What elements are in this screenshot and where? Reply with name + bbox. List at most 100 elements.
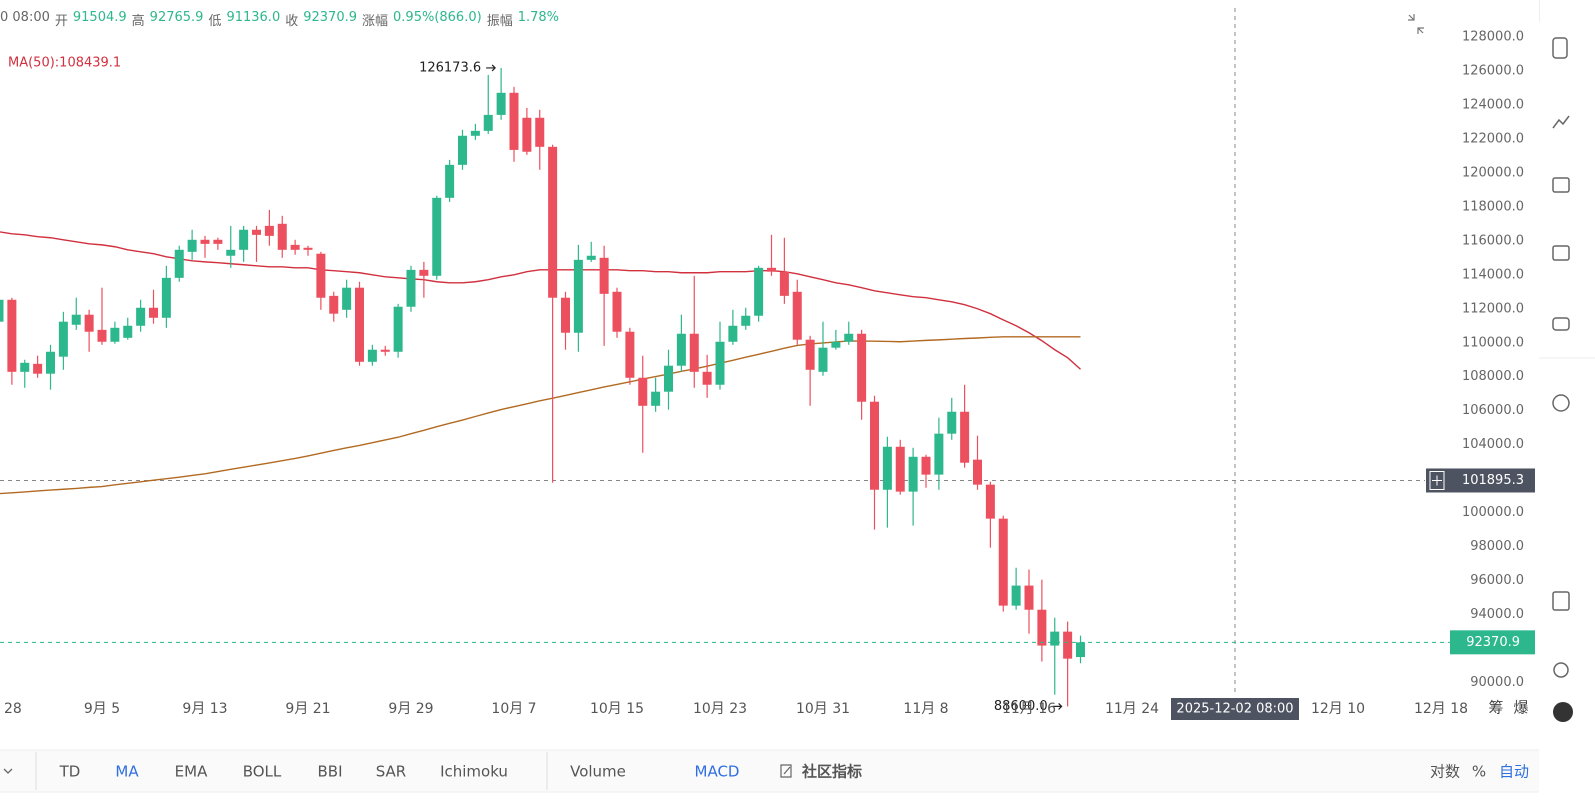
candle-body — [136, 307, 146, 326]
toolbar-item[interactable]: Volume — [570, 763, 626, 781]
ma-line — [0, 336, 1081, 495]
y-tick-label: 124000.0 — [1462, 97, 1524, 112]
sidebar-icon[interactable] — [1552, 394, 1570, 412]
toolbar-item[interactable]: SAR — [376, 763, 406, 781]
header-label: 收 — [285, 14, 299, 29]
toolbar-item[interactable]: 自动 — [1499, 763, 1529, 781]
candle-body — [522, 117, 532, 152]
header-value: 91504.9 — [72, 10, 127, 25]
header-label: 振幅 — [486, 14, 513, 29]
candle-body — [84, 314, 94, 332]
candle-body — [20, 362, 30, 372]
toolbar-item[interactable]: EMA — [175, 763, 208, 781]
header-value: 92765.9 — [149, 10, 204, 25]
candle-body — [870, 401, 879, 490]
candle-body — [857, 333, 867, 402]
candle-body — [419, 269, 429, 276]
candle-body — [638, 377, 648, 406]
y-tick-label: 94000.0 — [1470, 607, 1524, 622]
candle-body — [702, 371, 712, 385]
header-value: 91136.0 — [226, 10, 281, 25]
candle-body — [831, 341, 841, 348]
candle-body — [1011, 585, 1021, 606]
candle-body — [226, 249, 236, 256]
y-tick-label: 98000.0 — [1470, 539, 1524, 554]
candle-body — [882, 446, 892, 490]
side-mark: 爆 — [1513, 699, 1528, 717]
candle-body — [445, 164, 455, 198]
sidebar-icon[interactable] — [1553, 662, 1569, 678]
candle-body — [110, 327, 120, 342]
candle-body — [612, 291, 622, 332]
candle-body — [960, 411, 970, 463]
candle-body — [676, 333, 686, 366]
x-tick-label: 12月 18 — [1414, 701, 1468, 717]
sidebar-icon[interactable] — [1552, 115, 1570, 129]
y-tick-label: 126000.0 — [1462, 63, 1524, 78]
header-time: 0 08:00 — [0, 10, 50, 25]
sidebar-icon[interactable] — [1552, 177, 1570, 193]
label-arrow — [486, 64, 496, 72]
header-label: 低 — [208, 14, 222, 29]
sidebar-icon[interactable] — [1552, 591, 1570, 611]
right-sidebar — [1539, 0, 1595, 722]
toolbar-item[interactable]: MACD — [695, 763, 740, 781]
side-mark: 筹 — [1488, 699, 1503, 717]
candle-body — [46, 351, 55, 374]
edit-icon — [780, 764, 792, 778]
candle-body — [1050, 631, 1060, 646]
sidebar-icon[interactable] — [1552, 37, 1568, 59]
candle-body — [779, 271, 789, 296]
toolbar-item[interactable]: TD — [59, 763, 81, 781]
fullscreen-icon[interactable] — [1408, 14, 1424, 34]
candle-body — [187, 239, 197, 252]
toolbar-item[interactable]: % — [1472, 763, 1486, 781]
candle-body — [380, 349, 390, 352]
avatar[interactable] — [1553, 702, 1573, 722]
candle-body — [406, 269, 416, 307]
y-tick-label: 128000.0 — [1462, 29, 1524, 44]
candle-body — [329, 295, 339, 314]
y-tick-label: 108000.0 — [1462, 369, 1524, 384]
candle-body — [728, 325, 738, 342]
x-tick-label: 10月 31 — [796, 701, 850, 717]
candle-body — [844, 333, 854, 342]
last-price-box — [1450, 630, 1535, 655]
y-tick-label: 116000.0 — [1462, 233, 1524, 248]
x-tick-label: 10月 7 — [491, 701, 536, 717]
max-label: 126173.6 — [419, 60, 481, 75]
y-tick-label: 114000.0 — [1462, 267, 1524, 282]
toolbar-item[interactable]: 对数 — [1430, 763, 1460, 781]
candle-body — [586, 255, 596, 260]
toolbar-bg — [0, 750, 1539, 792]
collapse-chevron[interactable] — [3, 768, 13, 774]
candle-body — [651, 391, 661, 406]
candle-body — [535, 117, 545, 147]
x-tick-label: 10月 23 — [693, 701, 747, 717]
crosshair-date-box — [1171, 698, 1299, 720]
sidebar-icon[interactable] — [1552, 317, 1570, 331]
toolbar-item[interactable]: MA — [115, 763, 139, 781]
candle-body — [303, 247, 313, 250]
toolbar-item[interactable]: 社区指标 — [801, 763, 862, 781]
y-tick-label: 112000.0 — [1462, 301, 1524, 316]
candle-body — [561, 297, 570, 333]
toolbar-item[interactable]: BOLL — [243, 763, 282, 781]
candle-body — [367, 349, 377, 362]
candle-body — [97, 329, 107, 342]
y-tick-label: 120000.0 — [1462, 165, 1524, 180]
candle-body — [599, 257, 609, 294]
x-tick-label: 12月 10 — [1311, 701, 1365, 717]
sidebar-icon[interactable] — [1552, 245, 1570, 261]
x-tick-label: 11月 24 — [1105, 701, 1159, 717]
ma-legend: MA(50):108439.1 — [8, 56, 121, 71]
candle-body — [33, 363, 43, 374]
toolbar-item[interactable]: BBI — [317, 763, 342, 781]
crosshair-date-label: 2025-12-02 08:00 — [1176, 702, 1293, 717]
toolbar-item[interactable]: Ichimoku — [440, 763, 508, 781]
candle-body — [316, 253, 326, 298]
candle-body — [908, 456, 918, 492]
header-label: 开 — [54, 14, 68, 29]
candle-body — [805, 339, 815, 370]
candle-body — [174, 249, 184, 278]
